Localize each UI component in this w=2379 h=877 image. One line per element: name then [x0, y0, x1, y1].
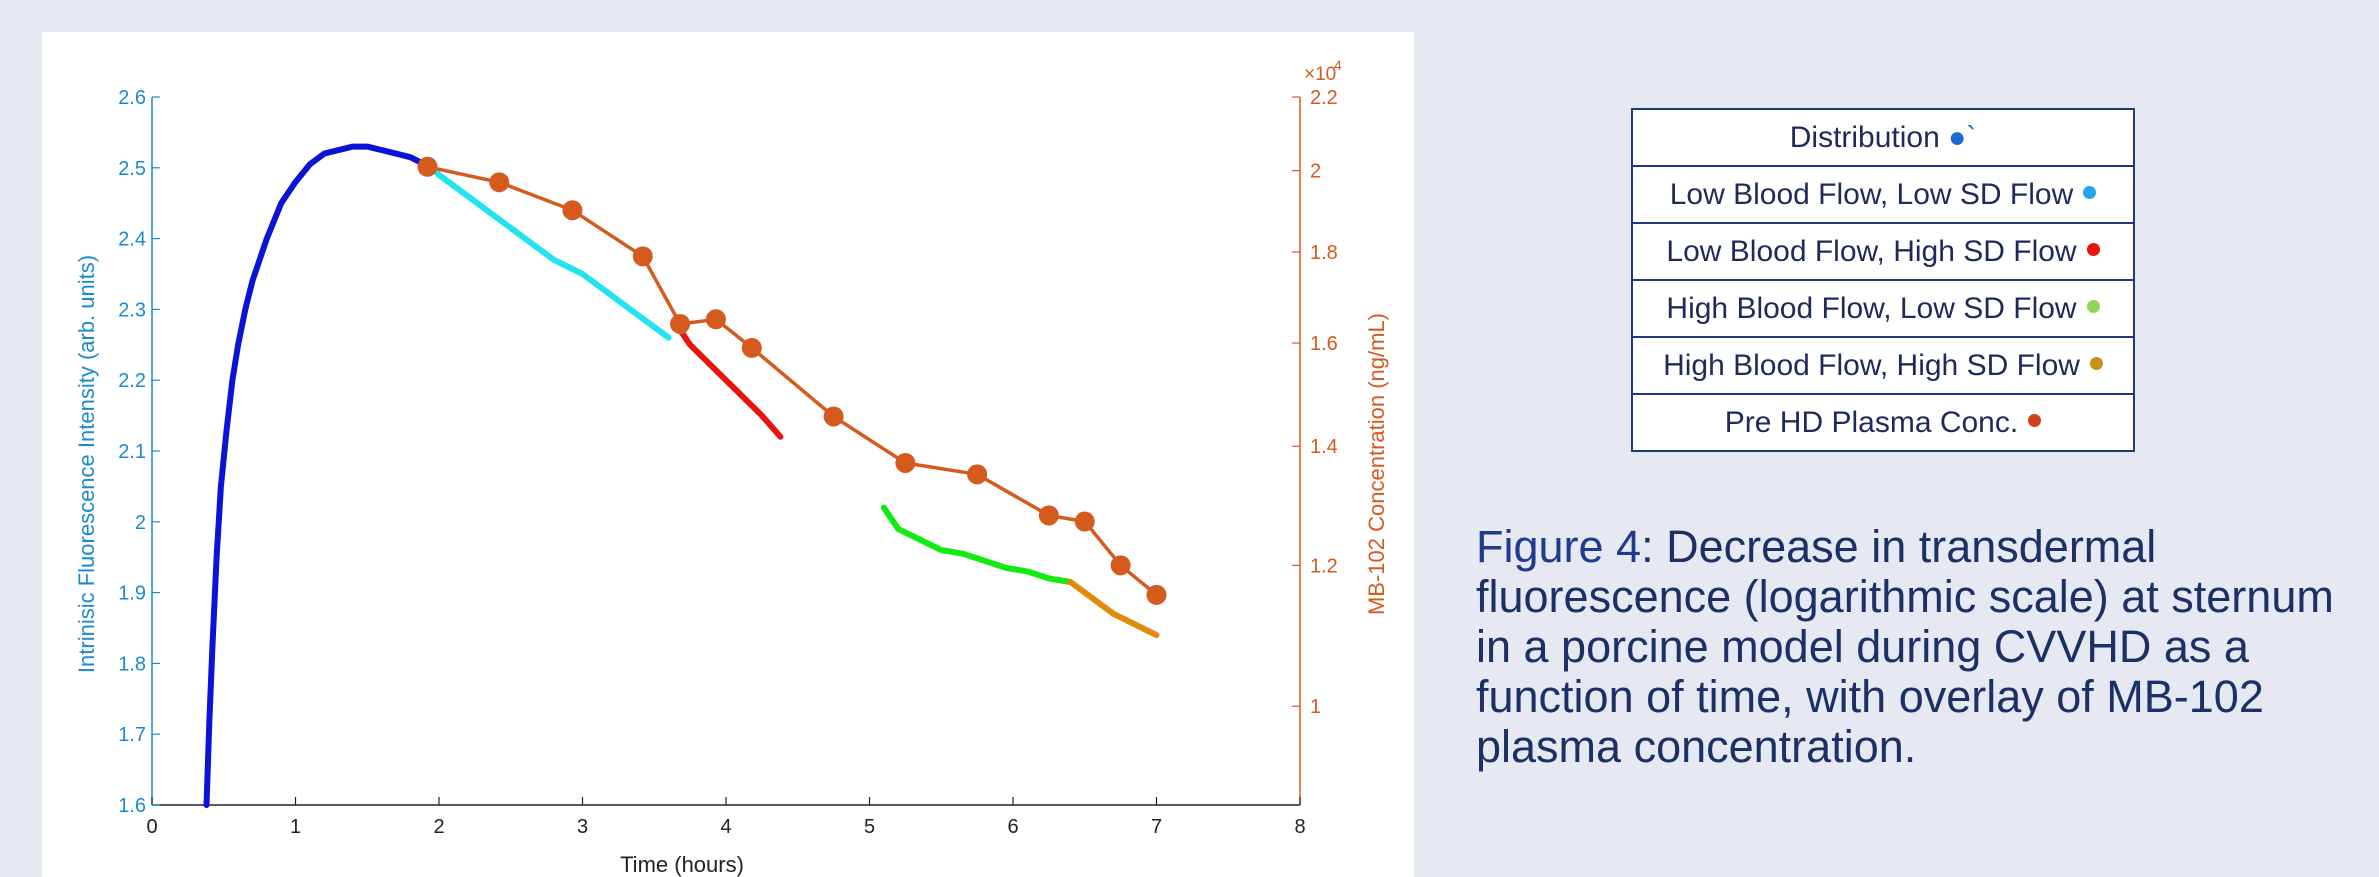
- legend-row: Low Blood Flow, Low SD Flow: [1631, 165, 2135, 224]
- x-axis-label: Time (hours): [620, 852, 744, 877]
- legend-row: High Blood Flow, High SD Flow: [1631, 336, 2135, 395]
- data-point-pre-hd: [562, 200, 583, 221]
- y2-tick-label: 1.4: [1310, 436, 1338, 458]
- legend-marker-glyph: ●`: [1939, 120, 1977, 154]
- legend-cell: Low Blood Flow, Low SD Flow: [1631, 165, 2135, 224]
- legend-label: High Blood Flow, High SD Flow: [1663, 348, 2080, 382]
- y-tick-label: 1.7: [118, 724, 146, 746]
- x-tick-label: 5: [864, 816, 875, 838]
- y-axis-label: Intrinisic Fluorescence Intensity (arb. …: [74, 255, 99, 673]
- series-line-pre-hd: [425, 165, 1159, 597]
- y-tick-label: 2.4: [118, 229, 146, 251]
- y2-tick-label: 2.2: [1310, 87, 1338, 109]
- legend-label: Low Blood Flow, High SD Flow: [1666, 234, 2077, 268]
- legend-cell: Low Blood Flow, High SD Flow: [1631, 222, 2135, 281]
- figure-caption: Figure 4: Decrease in transdermal fluore…: [1476, 522, 2366, 772]
- legend-label: Distribution: [1789, 120, 1940, 154]
- legend-color-dot: [2086, 243, 2100, 257]
- data-point-pre-hd: [1146, 584, 1167, 605]
- data-point-pre-hd: [417, 156, 438, 177]
- chart-svg: 0 1 2 3 4 5 6 7 8 1.6 1.7 1.8 1.9 2 2.1 2.2 2.3 2.4 2.5 2.6…: [74, 57, 1389, 877]
- axes-layer: 0 1 2 3 4 5 6 7 8 1.6 1.7 1.8 1.9 2 2.1 2.2 2.3 2.4 2.5 2.6…: [118, 87, 1338, 838]
- series-line-distribution: [203, 143, 428, 808]
- y2-exponent-power: 4: [1334, 57, 1342, 73]
- legend-table: Distribution ●` Low Blood Flow, Low SD Fl…: [1631, 108, 2135, 452]
- legend-cell: High Blood Flow, Low SD Flow: [1631, 279, 2135, 338]
- y2-tick-label: 1: [1310, 696, 1321, 718]
- legend-color-dot: [2028, 414, 2042, 428]
- legend-row: High Blood Flow, Low SD Flow: [1631, 279, 2135, 338]
- x-tick-label: 8: [1294, 816, 1305, 838]
- y2-exponent-base: ×10: [1304, 64, 1336, 85]
- x-tick-label: 1: [290, 816, 301, 838]
- legend-color-dot: [2089, 357, 2103, 371]
- data-point-pre-hd: [967, 464, 988, 485]
- y2-tick-label: 1.2: [1310, 555, 1338, 577]
- legend-label: Low Blood Flow, Low SD Flow: [1669, 177, 2074, 211]
- data-point-pre-hd: [1038, 505, 1059, 526]
- legend-row: Low Blood Flow, High SD Flow: [1631, 222, 2135, 281]
- y-tick-label: 1.6: [118, 795, 146, 817]
- y-tick-label: 2.6: [118, 87, 146, 109]
- legend-cell: Distribution ●`: [1631, 108, 2135, 167]
- caption-label: Figure 4: [1476, 521, 1642, 572]
- x-tick-label: 4: [720, 816, 731, 838]
- y-tick-label: 2.5: [118, 158, 146, 180]
- data-point-pre-hd: [1074, 511, 1095, 532]
- x-tick-label: 6: [1007, 816, 1018, 838]
- y-tick-label: 2: [135, 512, 146, 534]
- data-point-pre-hd: [670, 313, 691, 334]
- legend-color-dot: [2086, 300, 2100, 314]
- y2-axis-label: MB-102 Concentration (ng/mL): [1364, 313, 1389, 615]
- data-point-pre-hd: [823, 406, 844, 427]
- legend-label: High Blood Flow, Low SD Flow: [1666, 291, 2077, 325]
- series-line-low-high: [672, 320, 784, 440]
- data-point-pre-hd: [632, 246, 653, 267]
- chart-panel: 0 1 2 3 4 5 6 7 8 1.6 1.7 1.8 1.9 2 2.1 2.2 2.3 2.4 2.5 2.6…: [42, 32, 1414, 877]
- series-line-low-low: [421, 157, 672, 341]
- y-tick-label: 1.9: [118, 583, 146, 605]
- y2-tick-label: 2: [1310, 161, 1321, 183]
- legend-cell: Pre HD Plasma Conc.: [1631, 393, 2135, 452]
- x-tick-label: 2: [433, 816, 444, 838]
- x-tick-label: 3: [577, 816, 588, 838]
- y-tick-label: 2.1: [118, 441, 146, 463]
- caption-text: : Decrease in transdermal fluorescence (…: [1476, 521, 2334, 772]
- data-point-pre-hd: [741, 337, 762, 358]
- data-point-pre-hd: [895, 452, 916, 473]
- data-point-pre-hd: [705, 309, 726, 330]
- marker-layer: [417, 156, 1167, 605]
- data-point-pre-hd: [489, 172, 510, 193]
- legend-row: Pre HD Plasma Conc.: [1631, 393, 2135, 452]
- y2-tick-label: 1.6: [1310, 333, 1338, 355]
- plot-layer: [203, 143, 1160, 808]
- y2-tick-label: 1.8: [1310, 242, 1338, 264]
- y-tick-label: 1.8: [118, 653, 146, 675]
- legend-label: Pre HD Plasma Conc.: [1724, 405, 2019, 439]
- series-line-high-low: [880, 504, 1074, 585]
- x-tick-label: 7: [1151, 816, 1162, 838]
- legend-color-dot: [2083, 186, 2097, 200]
- y-tick-label: 2.2: [118, 370, 146, 392]
- y-tick-label: 2.3: [118, 299, 146, 321]
- legend-row: Distribution ●`: [1631, 108, 2135, 167]
- data-point-pre-hd: [1110, 555, 1131, 576]
- series-line-high-high: [1067, 579, 1160, 639]
- x-tick-label: 0: [146, 816, 157, 838]
- legend-cell: High Blood Flow, High SD Flow: [1631, 336, 2135, 395]
